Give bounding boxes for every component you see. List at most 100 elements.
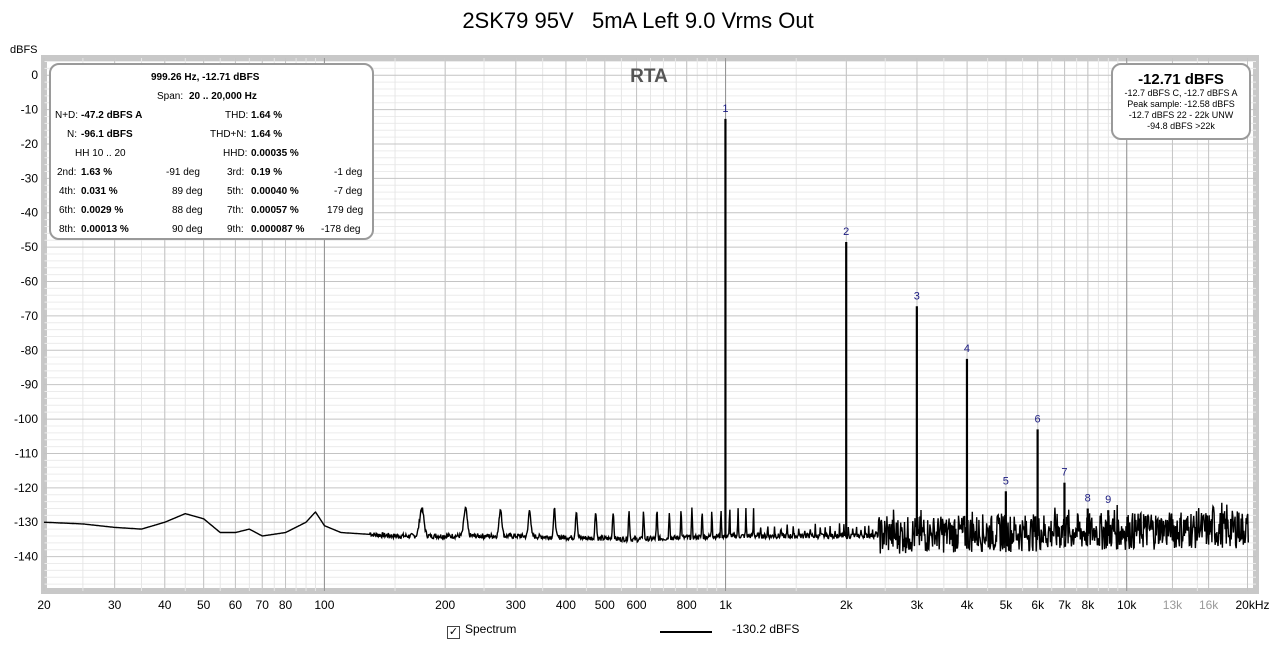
h5-label: 5th: [227,186,244,197]
x-tick-label: 6k [1031,598,1045,612]
y-tick-label: -120 [14,481,38,495]
rta-label: RTA [630,66,668,87]
thd-label: THD: [225,110,249,121]
h2-phase: -91 deg [166,167,200,178]
hh-label: HH 10 .. 20 [75,148,126,159]
harmonic-number-label: 8 [1085,492,1091,504]
x-tick-label: 5k [1000,598,1014,612]
level-readout: -12.71 dBFS [1138,71,1224,88]
h2-label: 2nd: [57,167,77,178]
y-tick-label: -80 [21,343,39,357]
h4-value: 0.031 % [81,186,118,197]
x-tick-label: 8k [1082,598,1096,612]
n-label: N: [67,129,77,140]
thdn-label: THD+N: [210,129,247,140]
h5-value: 0.00040 % [251,186,299,197]
y-tick-label: -50 [21,240,39,254]
h9-phase: -178 deg [321,224,361,235]
y-tick-label: -70 [21,309,39,323]
measurement-panel: 999.26 Hz, -12.71 dBFS Span: 20 .. 20,00… [49,63,374,240]
chart-title: 2SK79 95V 5mA Left 9.0 Vrms Out [462,8,814,33]
h4-label: 4th: [59,186,76,197]
above-22k-level: -94.8 dBFS >22k [1147,121,1215,131]
y-tick-label: -60 [21,275,39,289]
h9-value: 0.000087 % [251,224,305,235]
x-tick-label: 400 [556,598,576,612]
nd-value: -47.2 dBFS A [81,110,143,121]
x-tick-label: 40 [158,598,172,612]
h4-phase: 89 deg [172,186,203,197]
x-tick-label: 300 [506,598,526,612]
hhd-value: 0.00035 % [251,148,299,159]
axes: 0 -10 -20 -30 -40 -50 -60 -70 -80 -90 -100 -110 -120… [14,68,1270,612]
level-panel: -12.71 dBFS -12.7 dBFS C, -12.7 dBFS A P… [1111,63,1251,140]
x-tick-label: 1k [719,598,733,612]
x-tick-label: 2k [840,598,854,612]
x-tick-label: 20 [37,598,51,612]
harmonic-number-label: 4 [964,343,970,355]
h8-phase: 90 deg [172,224,203,235]
thd-value: 1.64 % [251,110,283,121]
h8-label: 8th: [59,224,76,235]
h6-value: 0.0029 % [81,205,124,216]
peak-sample: Peak sample: -12.58 dBFS [1127,99,1235,109]
x-tick-label: 16k [1199,598,1219,612]
span-value: 20 .. 20,000 Hz [189,91,257,102]
harmonic-labels: 1 2 3 4 5 6 7 8 9 [722,103,1111,506]
hhd-label: HHD: [223,148,248,159]
x-tick-label: 800 [677,598,697,612]
x-tick-label: 100 [314,598,334,612]
h7-label: 7th: [227,205,244,216]
legend-spectrum-value: -130.2 dBFS [732,622,800,636]
x-tick-label: 3k [911,598,925,612]
x-tick-label: 30 [108,598,122,612]
y-tick-label: -10 [21,103,39,117]
nd-label: N+D: [55,110,79,121]
thdn-value: 1.64 % [251,129,283,140]
x-tick-label: 80 [279,598,293,612]
harmonic-number-label: 5 [1003,475,1009,487]
h8-value: 0.00013 % [81,224,129,235]
h6-label: 6th: [59,205,76,216]
y-tick-label: -140 [14,550,38,564]
y-axis-label: dBFS [10,44,38,56]
x-tick-label: 13k [1163,598,1183,612]
x-tick-label: 60 [229,598,243,612]
harmonic-number-label: 2 [843,226,849,238]
y-tick-label: -40 [21,206,39,220]
harmonic-number-label: 9 [1105,494,1111,506]
span-label: Span: [157,91,184,102]
unweighted-level: -12.7 dBFS 22 - 22k UNW [1128,110,1234,120]
y-tick-label: -90 [21,378,39,392]
x-tick-label: 20kHz [1235,598,1269,612]
legend: ✓ Spectrum [447,622,516,639]
x-tick-label: 70 [256,598,270,612]
x-tick-label: 10k [1117,598,1137,612]
spectrum-trace [43,118,1249,554]
y-tick-label: -20 [21,137,39,151]
peak-freq-level: 999.26 Hz, -12.71 dBFS [151,72,260,83]
y-tick-label: -30 [21,171,39,185]
harmonic-number-label: 3 [914,290,920,302]
x-tick-label: 4k [961,598,975,612]
h2-value: 1.63 % [81,167,113,178]
n-value: -96.1 dBFS [81,129,133,140]
level-weightings: -12.7 dBFS C, -12.7 dBFS A [1124,88,1238,98]
y-tick-label: -110 [15,446,38,460]
x-tick-label: 200 [435,598,455,612]
h9-label: 9th: [227,224,244,235]
spectrum-noise-line [43,502,1249,554]
h3-value: 0.19 % [251,167,283,178]
spectrum-checkbox[interactable]: ✓ [447,626,460,639]
legend-spectrum-label: Spectrum [465,622,517,636]
h3-phase: -1 deg [334,167,363,178]
h7-phase: 179 deg [327,205,364,216]
x-tick-label: 500 [595,598,615,612]
h3-label: 3rd: [227,167,245,178]
h5-phase: -7 deg [334,186,363,197]
harmonic-number-label: 7 [1061,467,1067,479]
x-tick-label: 50 [197,598,211,612]
y-tick-label: -130 [14,515,38,529]
harmonic-number-label: 6 [1035,413,1041,425]
y-tick-label: 0 [31,68,38,82]
